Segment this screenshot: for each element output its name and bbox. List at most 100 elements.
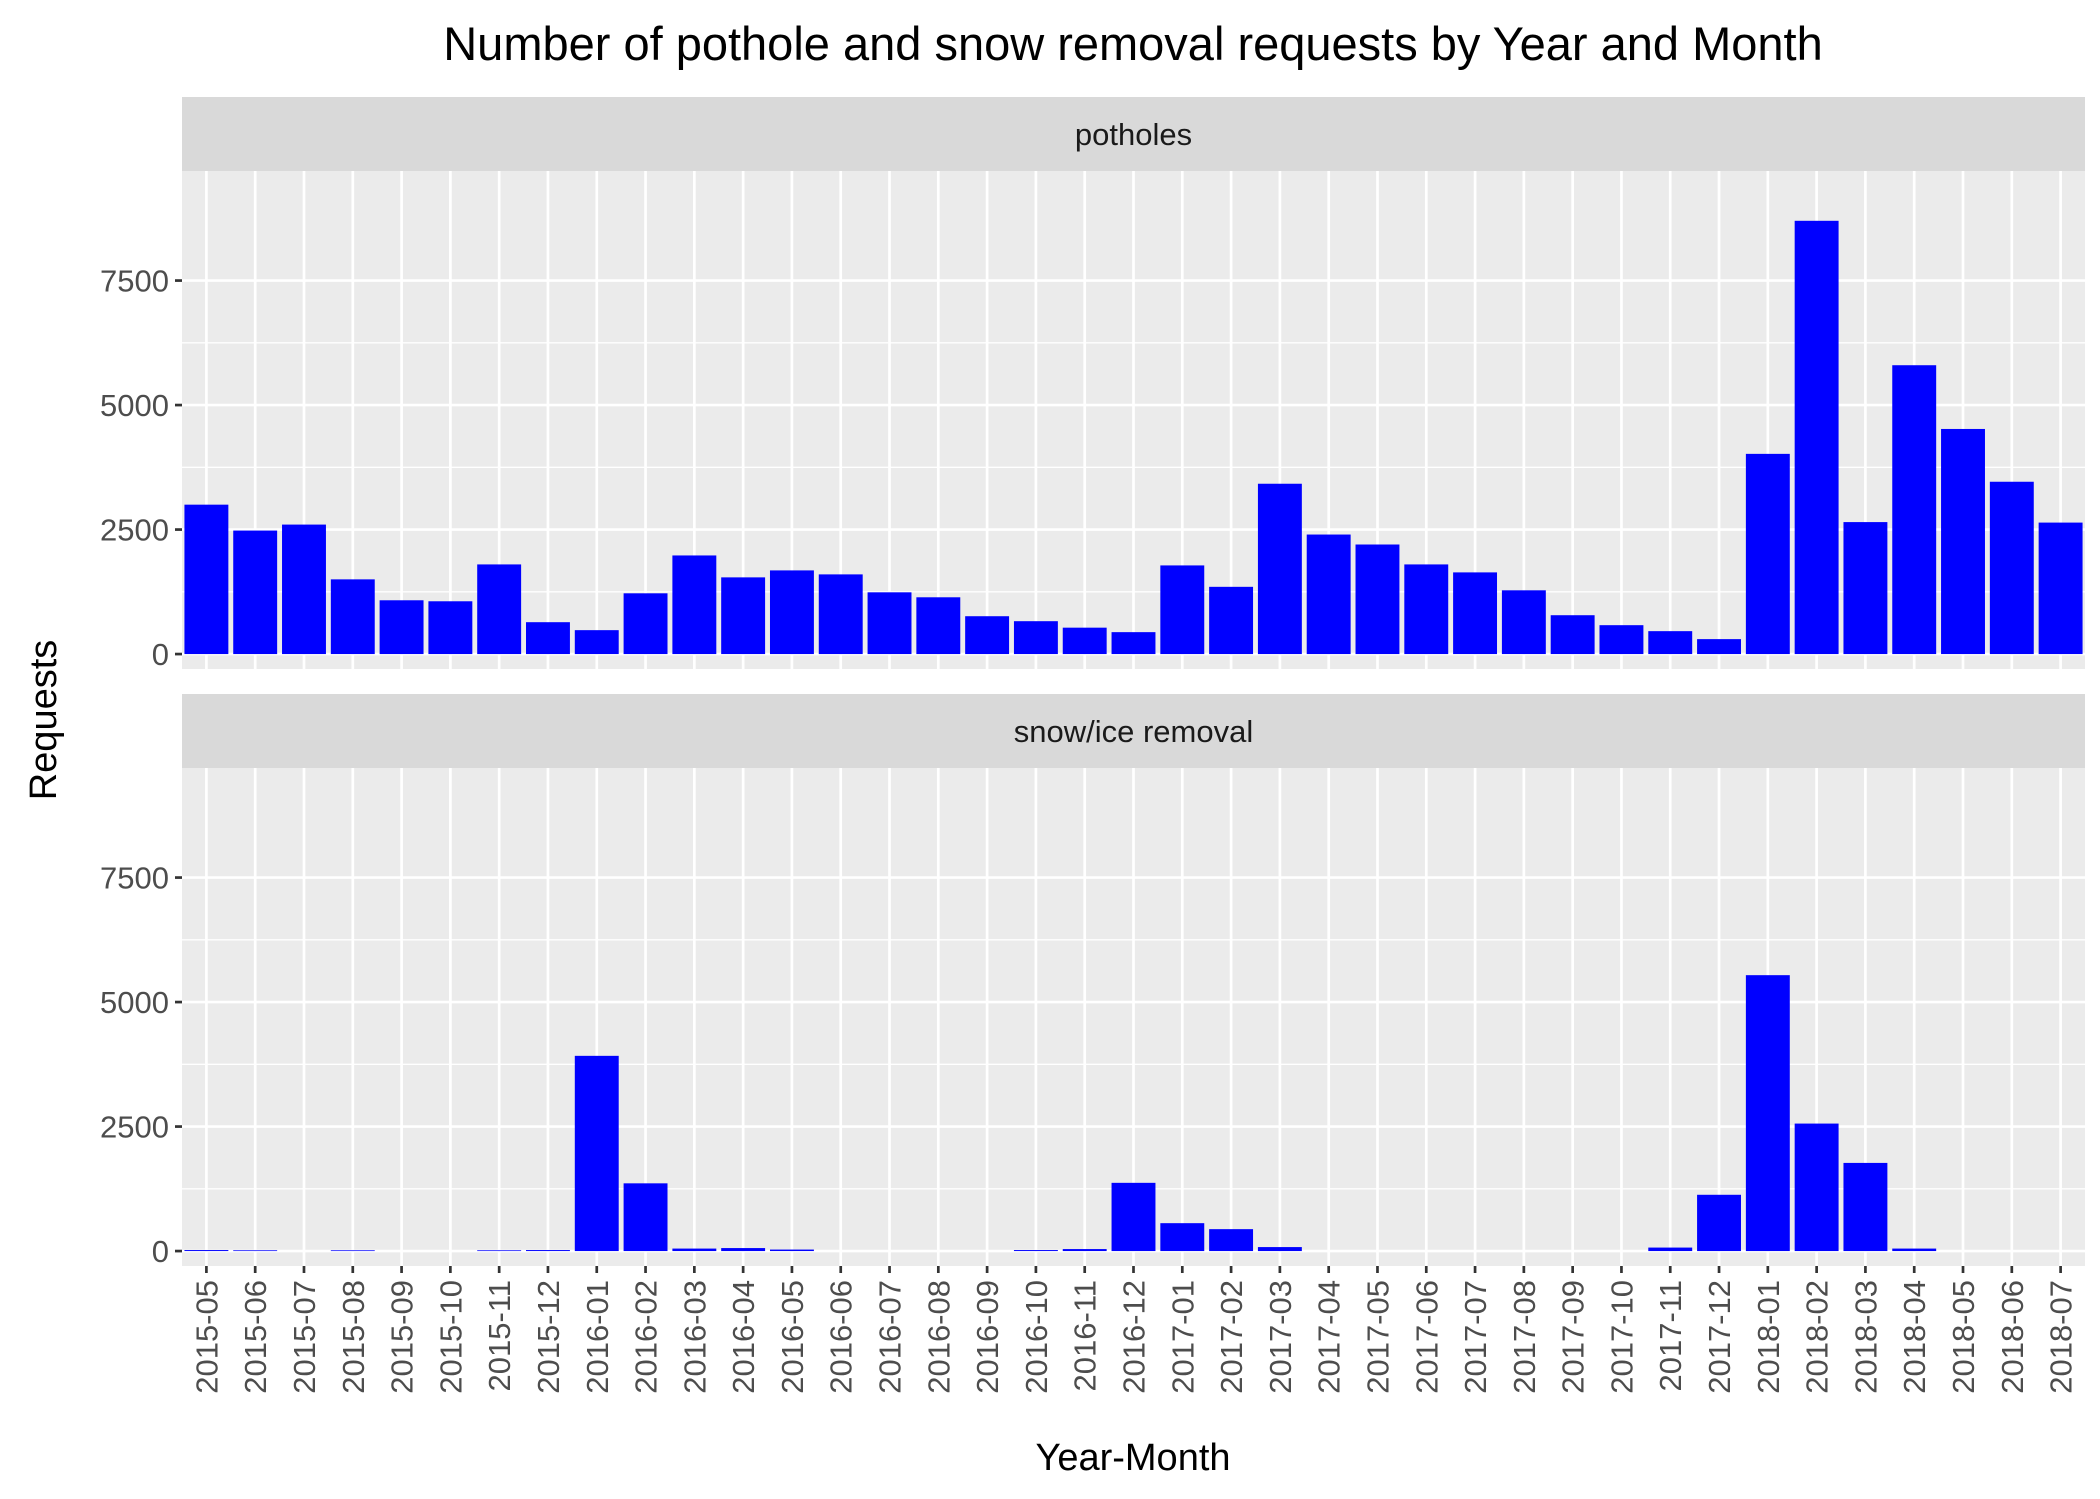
panel-potholes: potholes 0 2500 5000 7500 xyxy=(100,97,2085,672)
bar-potholes-2017-04 xyxy=(1306,534,1351,655)
bar-potholes-2017-09 xyxy=(1550,615,1595,655)
bar-snow-ice-removal-2018-03 xyxy=(1843,1162,1888,1252)
bar-snow-ice-removal-2016-01 xyxy=(574,1055,619,1252)
bar-potholes-2017-02 xyxy=(1209,586,1254,655)
bar-potholes-2018-03 xyxy=(1843,522,1888,655)
bar-potholes-2016-08 xyxy=(916,597,961,655)
x-tick-label: 2018-07 xyxy=(2044,1280,2079,1394)
bar-potholes-2015-09 xyxy=(379,600,424,655)
x-tick-label: 2016-03 xyxy=(677,1280,712,1394)
bar-potholes-2016-12 xyxy=(1111,632,1156,655)
bar-potholes-2015-07 xyxy=(282,524,326,655)
y-tick-label: 0 xyxy=(152,1234,169,1269)
strip-snow-ice-removal xyxy=(182,694,2085,768)
x-tick-label: 2016-12 xyxy=(1117,1280,1152,1394)
x-tick-label: 2015-12 xyxy=(531,1280,566,1394)
bar-snow-ice-removal-2015-05 xyxy=(184,1250,229,1252)
x-tick-label: 2016-01 xyxy=(580,1280,615,1394)
bar-potholes-2016-05 xyxy=(769,570,814,655)
bar-potholes-2015-10 xyxy=(428,601,473,655)
bar-snow-ice-removal-2017-01 xyxy=(1160,1223,1205,1252)
panels-layer: potholes 0 2500 5000 7500 snow/ice removal 0 25… xyxy=(100,97,2085,1269)
bar-snow-ice-removal-2016-02 xyxy=(623,1183,668,1252)
bar-potholes-2018-01 xyxy=(1745,453,1790,655)
y-tick-label: 7500 xyxy=(100,861,169,896)
bar-snow-ice-removal-2015-11 xyxy=(477,1250,522,1252)
bar-snow-ice-removal-2015-08 xyxy=(330,1250,375,1252)
bar-potholes-2016-06 xyxy=(818,574,863,655)
bar-snow-ice-removal-2016-12 xyxy=(1111,1182,1156,1252)
bar-potholes-2015-05 xyxy=(184,504,229,655)
x-tick-label: 2016-09 xyxy=(970,1280,1005,1394)
y-tick-label: 5000 xyxy=(100,985,169,1020)
bar-potholes-2016-10 xyxy=(1013,621,1058,655)
panel-snow-ice-removal: snow/ice removal 0 2500 5000 7500 xyxy=(100,694,2085,1269)
bar-snow-ice-removal-2015-06 xyxy=(233,1250,278,1252)
bar-snow-ice-removal-2017-12 xyxy=(1697,1194,1741,1252)
bar-potholes-2018-07 xyxy=(2038,522,2083,655)
bar-potholes-2018-04 xyxy=(1892,365,1937,655)
x-tick-label: 2017-03 xyxy=(1263,1280,1298,1394)
bar-snow-ice-removal-2017-11 xyxy=(1648,1247,1693,1252)
bar-potholes-2016-04 xyxy=(721,577,766,655)
x-tick-label: 2018-05 xyxy=(1946,1280,1981,1394)
x-tick-label: 2015-10 xyxy=(433,1280,468,1394)
y-tick-label: 2500 xyxy=(100,1110,169,1145)
bar-potholes-2015-12 xyxy=(526,622,570,655)
x-tick-label: 2016-05 xyxy=(775,1280,810,1394)
y-tick-label: 5000 xyxy=(100,388,169,423)
bar-snow-ice-removal-2016-04 xyxy=(721,1248,766,1252)
x-tick-label: 2016-07 xyxy=(873,1280,908,1394)
x-tick-label: 2015-11 xyxy=(482,1280,517,1391)
y-tick-label: 7500 xyxy=(100,264,169,299)
bar-snow-ice-removal-2017-03 xyxy=(1257,1247,1302,1252)
x-axis-ticks: 2015-05 2015-06 2015-07 2015-08 2015-09 2015-… xyxy=(189,1266,2079,1394)
bar-potholes-2016-07 xyxy=(867,592,912,655)
x-axis-title: Year-Month xyxy=(1035,1437,1230,1479)
x-tick-label: 2017-05 xyxy=(1360,1280,1395,1394)
x-tick-label: 2016-04 xyxy=(726,1280,761,1394)
x-tick-label: 2017-11 xyxy=(1653,1280,1688,1391)
x-tick-label: 2015-05 xyxy=(189,1280,224,1394)
bar-potholes-2017-03 xyxy=(1257,483,1302,655)
x-tick-label: 2017-08 xyxy=(1507,1280,1542,1394)
bar-potholes-2017-05 xyxy=(1355,544,1400,655)
x-tick-label: 2018-03 xyxy=(1848,1280,1883,1394)
strip-label-potholes: potholes xyxy=(1075,117,1192,152)
bar-potholes-2016-01 xyxy=(574,630,619,655)
bar-snow-ice-removal-2016-11 xyxy=(1062,1249,1107,1252)
bar-snow-ice-removal-2017-02 xyxy=(1209,1229,1254,1252)
bar-potholes-2017-06 xyxy=(1404,564,1449,655)
chart-title: Number of pothole and snow removal reque… xyxy=(443,17,1823,70)
bar-potholes-2016-11 xyxy=(1062,627,1107,655)
y-axis-title: Requests xyxy=(23,640,65,801)
bar-potholes-2018-06 xyxy=(1989,481,2034,655)
x-tick-label: 2018-06 xyxy=(1995,1280,2030,1394)
bar-snow-ice-removal-2016-05 xyxy=(769,1249,814,1252)
bar-potholes-2017-11 xyxy=(1648,631,1693,655)
x-tick-label: 2015-09 xyxy=(385,1280,420,1394)
x-tick-label: 2017-04 xyxy=(1312,1280,1347,1394)
x-tick-label: 2017-09 xyxy=(1556,1280,1591,1394)
x-tick-label: 2017-06 xyxy=(1409,1280,1444,1394)
bar-potholes-2018-02 xyxy=(1794,220,1839,655)
strip-label-snow-ice-removal: snow/ice removal xyxy=(1014,714,1253,749)
bar-snow-ice-removal-2015-12 xyxy=(526,1250,570,1252)
bar-potholes-2015-11 xyxy=(477,564,522,655)
bar-snow-ice-removal-2018-02 xyxy=(1794,1123,1839,1252)
bar-snow-ice-removal-2018-04 xyxy=(1892,1248,1937,1252)
x-tick-label: 2018-01 xyxy=(1751,1280,1786,1394)
bar-snow-ice-removal-2016-03 xyxy=(672,1248,717,1252)
bar-potholes-2016-09 xyxy=(965,616,1010,655)
x-tick-label: 2016-10 xyxy=(1019,1280,1054,1394)
x-tick-label: 2017-10 xyxy=(1604,1280,1639,1394)
x-tick-label: 2015-06 xyxy=(238,1280,273,1394)
bar-potholes-2015-06 xyxy=(233,530,278,655)
x-tick-label: 2015-07 xyxy=(287,1280,322,1394)
x-tick-label: 2017-12 xyxy=(1702,1280,1737,1394)
y-tick-label: 0 xyxy=(152,637,169,672)
bar-potholes-2016-02 xyxy=(623,593,668,655)
bar-potholes-2017-08 xyxy=(1501,590,1546,655)
